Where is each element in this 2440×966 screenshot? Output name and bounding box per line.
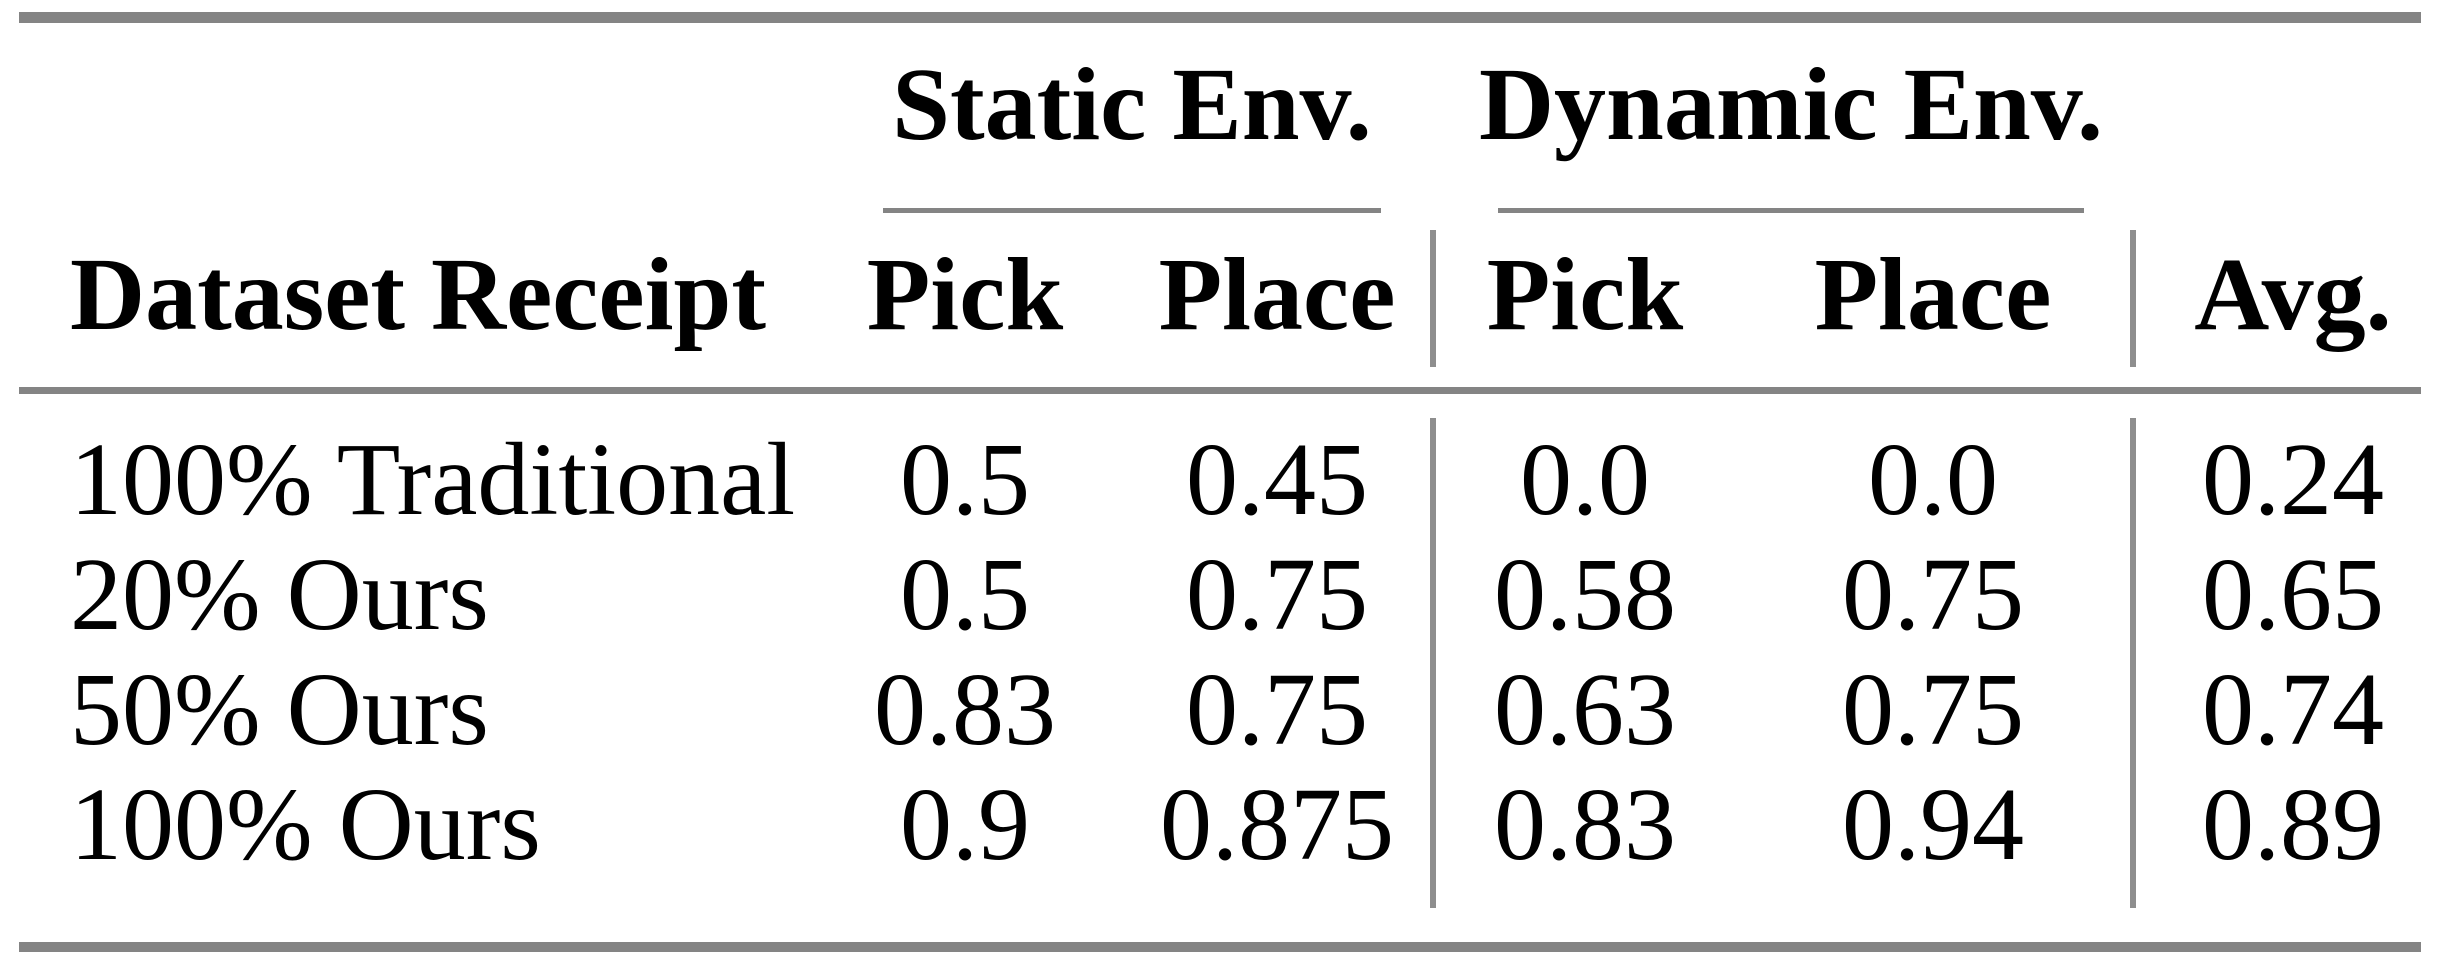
- column-header-static-place: Place: [1158, 237, 1396, 352]
- row-label: 100% Traditional: [70, 422, 796, 537]
- table-cell: 0.63: [1494, 652, 1676, 767]
- table-cell: 0.74: [2202, 652, 2384, 767]
- dynamic-env-underline: [1498, 208, 2084, 213]
- table-cell: 0.75: [1842, 537, 2024, 652]
- header-divider-rule: [19, 387, 2421, 394]
- table-cell: 0.83: [1494, 767, 1676, 882]
- table-cell: 0.24: [2202, 422, 2384, 537]
- table-cell: 0.58: [1494, 537, 1676, 652]
- static-env-underline: [883, 208, 1381, 213]
- table-cell: 0.65: [2202, 537, 2384, 652]
- table-cell: 0.9: [900, 767, 1030, 882]
- table-cell: 0.5: [900, 422, 1030, 537]
- column-header-dynamic-place: Place: [1814, 237, 2052, 352]
- top-rule: [19, 12, 2421, 23]
- column-header-avg: Avg.: [2194, 237, 2392, 352]
- table-cell: 0.94: [1842, 767, 2024, 882]
- table-cell: 0.0: [1868, 422, 1998, 537]
- row-label: 100% Ours: [70, 767, 541, 882]
- table-cell: 0.83: [874, 652, 1056, 767]
- row-label: 20% Ours: [70, 537, 489, 652]
- column-header-dynamic-pick: Pick: [1486, 237, 1684, 352]
- table-cell: 0.45: [1186, 422, 1368, 537]
- column-header-static-pick: Pick: [866, 237, 1064, 352]
- group-header-dynamic-env: Dynamic Env.: [1478, 47, 2104, 162]
- header-separator-static-dynamic: [1430, 230, 1436, 367]
- group-header-static-env: Static Env.: [892, 47, 1372, 162]
- row-label: 50% Ours: [70, 652, 489, 767]
- table-cell: 0.875: [1160, 767, 1394, 882]
- bottom-rule: [19, 942, 2421, 952]
- table-cell: 0.89: [2202, 767, 2384, 882]
- body-separator-dynamic-avg: [2130, 418, 2136, 908]
- body-separator-static-dynamic: [1430, 418, 1436, 908]
- table-cell: 0.75: [1186, 537, 1368, 652]
- column-header-dataset-receipt: Dataset Receipt: [70, 237, 766, 352]
- header-separator-dynamic-avg: [2130, 230, 2136, 367]
- table-cell: 0.5: [900, 537, 1030, 652]
- table-cell: 0.75: [1186, 652, 1368, 767]
- table-cell: 0.0: [1520, 422, 1650, 537]
- table-cell: 0.75: [1842, 652, 2024, 767]
